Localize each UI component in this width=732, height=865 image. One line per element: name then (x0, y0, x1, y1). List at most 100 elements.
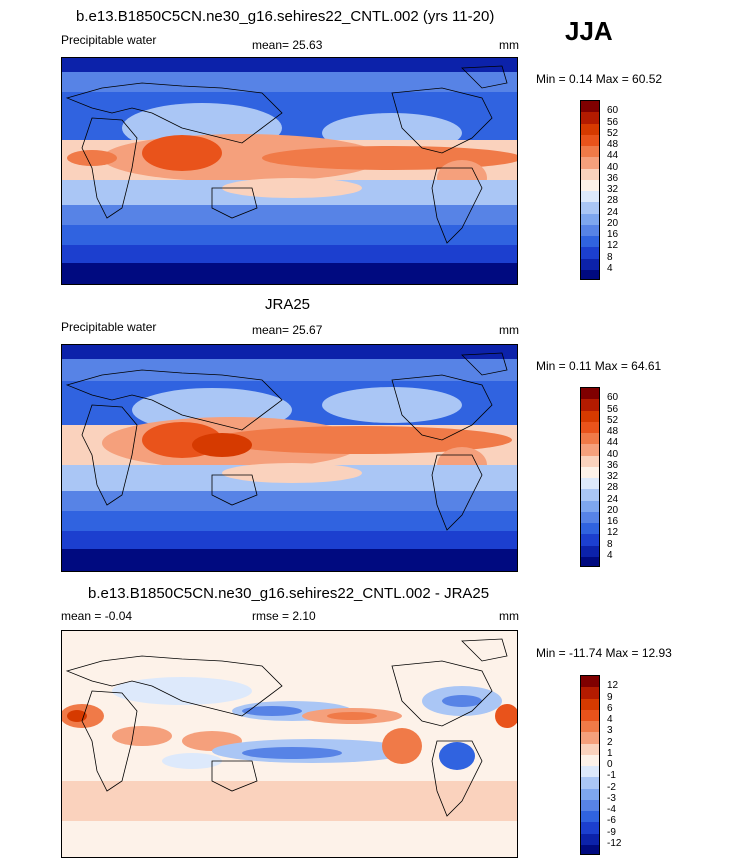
colorbar-swatch (581, 421, 599, 433)
colorbar-swatch (581, 191, 599, 203)
colorbar-swatch (581, 844, 599, 854)
colorbar-swatch (581, 721, 599, 733)
colorbar-swatch (581, 489, 599, 501)
colorbar-swatch (581, 101, 599, 113)
colorbar-level-label: 4 (607, 262, 613, 274)
panel1-variable-label: Precipitable water (61, 33, 157, 47)
panel1-mean-label: mean= 25.63 (252, 38, 323, 52)
colorbar-level-label: 44 (607, 437, 619, 449)
colorbar-swatch (581, 388, 599, 400)
colorbar-swatch (581, 213, 599, 225)
colorbar-level-label: 56 (607, 116, 619, 128)
colorbar-level-label: 28 (607, 482, 619, 494)
colorbar-level-label: 0 (607, 759, 613, 770)
panel3-map (61, 630, 518, 858)
colorbar-level-label: 52 (607, 414, 619, 426)
panel2-variable-label: Precipitable water (61, 320, 157, 334)
colorbar-level-label: -3 (607, 792, 616, 804)
colorbar-level-label: 1 (607, 747, 613, 759)
colorbar-swatch (581, 822, 599, 834)
panel3-title: b.e13.B1850C5CN.ne30_g16.sehires22_CNTL.… (88, 585, 490, 602)
colorbar-level-label: 40 (607, 161, 619, 173)
panel1-units-label: mm (499, 38, 519, 52)
colorbar-swatch (581, 732, 599, 744)
panel2-colorbar (580, 387, 600, 567)
panel2-units-label: mm (499, 323, 519, 337)
colorbar-level-label: 32 (607, 471, 619, 482)
colorbar-level-label: 56 (607, 403, 619, 415)
colorbar-level-label: 6 (607, 702, 613, 714)
panel3-rmse-label: rmse = 2.10 (252, 609, 316, 623)
colorbar-level-label: 60 (607, 392, 619, 404)
colorbar-level-label: 28 (607, 195, 619, 207)
colorbar-level-label: 24 (607, 206, 619, 218)
colorbar-level-label: -1 (607, 770, 616, 782)
colorbar-swatch (581, 146, 599, 158)
colorbar-swatch (581, 410, 599, 422)
colorbar-swatch (581, 799, 599, 811)
colorbar-swatch (581, 123, 599, 135)
panel1-colorbar (580, 100, 600, 280)
colorbar-swatch (581, 556, 599, 566)
colorbar-level-label: -6 (607, 815, 616, 827)
colorbar-swatch (581, 247, 599, 259)
colorbar-level-label: 12 (607, 680, 619, 692)
panel1-title: b.e13.B1850C5CN.ne30_g16.sehires22_CNTL.… (76, 8, 495, 25)
colorbar-swatch (581, 399, 599, 411)
colorbar-swatch (581, 134, 599, 146)
colorbar-swatch (581, 687, 599, 699)
colorbar-swatch (581, 258, 599, 270)
colorbar-swatch (581, 444, 599, 456)
colorbar-level-label: 32 (607, 184, 619, 195)
colorbar-swatch (581, 833, 599, 845)
panel3-mean-label: mean = -0.04 (61, 609, 133, 623)
colorbar-level-label: -4 (607, 804, 616, 815)
colorbar-level-label: 48 (607, 139, 619, 150)
colorbar-swatch (581, 788, 599, 800)
colorbar-swatch (581, 754, 599, 766)
colorbar-level-label: 2 (607, 736, 613, 748)
colorbar-level-label: 8 (607, 538, 613, 550)
colorbar-swatch (581, 157, 599, 169)
colorbar-level-label: 4 (607, 714, 613, 725)
colorbar-swatch (581, 709, 599, 721)
colorbar-swatch (581, 433, 599, 445)
panel3-minmax-label: Min = -11.74 Max = 12.93 (536, 646, 672, 660)
colorbar-level-label: 52 (607, 127, 619, 139)
panel1-map (61, 57, 518, 285)
colorbar-swatch (581, 523, 599, 535)
colorbar-swatch (581, 478, 599, 490)
colorbar-level-label: 4 (607, 549, 613, 561)
panel1-minmax-label: Min = 0.14 Max = 60.52 (536, 72, 663, 86)
colorbar-swatch (581, 534, 599, 546)
colorbar-level-label: 20 (607, 217, 619, 229)
colorbar-swatch (581, 455, 599, 467)
season-label: JJA (565, 16, 613, 46)
colorbar-swatch (581, 777, 599, 789)
colorbar-level-label: 24 (607, 493, 619, 505)
colorbar-level-label: 48 (607, 426, 619, 437)
panel2-title: JRA25 (265, 296, 311, 313)
colorbar-level-label: -9 (607, 826, 616, 838)
colorbar-swatch (581, 811, 599, 823)
colorbar-level-label: 12 (607, 240, 619, 252)
colorbar-swatch (581, 179, 599, 191)
colorbar-swatch (581, 202, 599, 214)
panel3-units-label: mm (499, 609, 519, 623)
colorbar-swatch (581, 168, 599, 180)
colorbar-level-label: 60 (607, 105, 619, 117)
panel2-minmax-label: Min = 0.11 Max = 64.61 (536, 359, 662, 373)
colorbar-level-label: 36 (607, 172, 619, 184)
colorbar-level-label: 16 (607, 516, 619, 527)
colorbar-swatch (581, 236, 599, 248)
colorbar-swatch (581, 676, 599, 688)
colorbar-level-label: 16 (607, 229, 619, 240)
colorbar-level-label: -2 (607, 781, 616, 793)
colorbar-level-label: 36 (607, 459, 619, 471)
colorbar-swatch (581, 545, 599, 557)
colorbar-swatch (581, 743, 599, 755)
colorbar-swatch (581, 766, 599, 778)
colorbar-swatch (581, 500, 599, 512)
colorbar-level-label: 12 (607, 527, 619, 539)
colorbar-level-label: 8 (607, 251, 613, 263)
